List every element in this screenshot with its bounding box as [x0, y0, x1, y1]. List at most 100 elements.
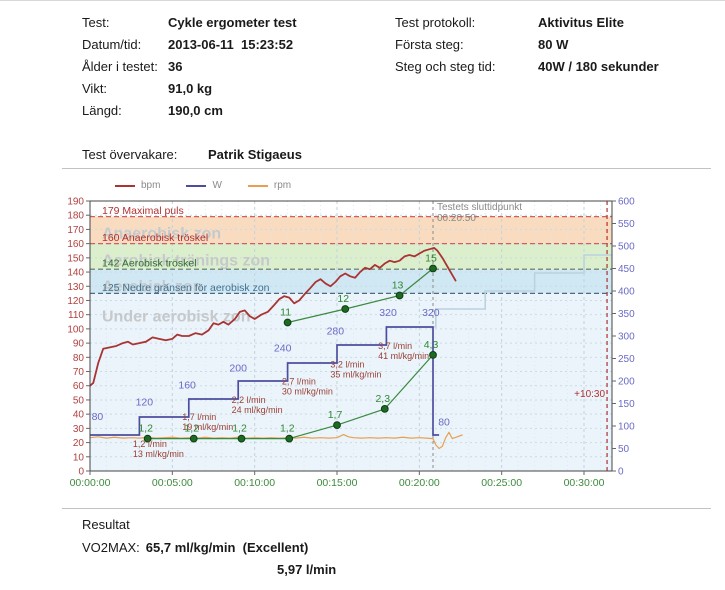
- chart-legend: bpm W rpm: [115, 180, 317, 191]
- svg-text:1,2: 1,2: [138, 423, 153, 435]
- svg-text:20: 20: [73, 438, 85, 449]
- svg-text:170: 170: [67, 225, 84, 236]
- meta-value: 91,0 kg: [168, 81, 213, 96]
- meta-label: Första steg:: [395, 37, 464, 52]
- svg-text:19 ml/kg/min: 19 ml/kg/min: [182, 422, 233, 432]
- meta-row-step-time: Steg och steg tid: 40W / 180 sekunder: [395, 59, 659, 75]
- meta-label: Ålder i testet:: [82, 59, 158, 74]
- vo2max-label: VO2MAX:: [82, 540, 140, 555]
- bpm-line-swatch: [115, 184, 135, 187]
- svg-text:13: 13: [392, 280, 404, 292]
- divider: [62, 508, 711, 509]
- svg-text:0: 0: [78, 467, 84, 478]
- meta-value: Patrik Stigaeus: [208, 147, 302, 162]
- meta-row-age: Ålder i testet: 36: [82, 59, 182, 75]
- svg-text:320: 320: [422, 307, 440, 319]
- svg-text:00:20:00: 00:20:00: [399, 477, 440, 489]
- svg-text:13 ml/kg/min: 13 ml/kg/min: [133, 449, 184, 459]
- vo2max-value: 65,7 ml/kg/min (Excellent): [145, 540, 309, 555]
- svg-text:2,2 l/min: 2,2 l/min: [232, 395, 266, 405]
- meta-value: Cykle ergometer test: [168, 15, 297, 30]
- svg-text:180: 180: [67, 211, 84, 222]
- legend-label: W: [212, 180, 222, 191]
- svg-text:41 ml/kg/min: 41 ml/kg/min: [378, 351, 429, 361]
- svg-text:80: 80: [73, 353, 85, 364]
- svg-text:1,7: 1,7: [328, 409, 343, 421]
- svg-text:1,2: 1,2: [280, 423, 295, 435]
- svg-text:160: 160: [178, 380, 196, 392]
- svg-text:160: 160: [67, 239, 84, 250]
- legend-item-watt: W: [186, 180, 222, 191]
- meta-value: Aktivitus Elite: [538, 15, 624, 30]
- meta-label: Längd:: [82, 103, 122, 118]
- meta-label: Datum/tid:: [82, 37, 142, 52]
- svg-text:140: 140: [67, 268, 84, 279]
- svg-text:120: 120: [67, 296, 84, 307]
- meta-value: 2013-06-11 15:23:52: [168, 37, 294, 52]
- svg-text:142 Aerobisk tröskel: 142 Aerobisk tröskel: [102, 258, 197, 270]
- svg-text:Under aerobisk zon: Under aerobisk zon: [102, 308, 250, 325]
- svg-text:1,7 l/min: 1,7 l/min: [182, 412, 216, 422]
- rpm-line-swatch: [247, 184, 268, 187]
- watt-line-swatch: [186, 184, 207, 187]
- svg-text:80: 80: [438, 417, 450, 429]
- svg-text:12: 12: [337, 293, 349, 305]
- svg-text:11: 11: [280, 307, 291, 319]
- svg-text:24 ml/kg/min: 24 ml/kg/min: [232, 405, 283, 415]
- svg-text:30: 30: [73, 424, 85, 435]
- ergometer-test-chart: Anaerobisk zon Aerobisk tränings zon Aerob…: [67, 197, 635, 490]
- svg-text:250: 250: [618, 354, 635, 365]
- svg-text:150: 150: [67, 253, 84, 264]
- results-title: Resultat: [82, 517, 130, 532]
- svg-text:00:25:00: 00:25:00: [481, 477, 522, 489]
- svg-text:Testets sluttidpunkt: Testets sluttidpunkt: [437, 202, 522, 213]
- meta-row-datetime: Datum/tid: 2013-06-11 15:23:52: [82, 37, 293, 53]
- svg-text:130: 130: [67, 282, 84, 293]
- svg-text:160 Anaerobisk tröskel: 160 Anaerobisk tröskel: [102, 232, 208, 244]
- svg-text:550: 550: [618, 219, 635, 230]
- svg-text:600: 600: [618, 197, 635, 208]
- svg-text:70: 70: [73, 367, 85, 378]
- svg-text:100: 100: [618, 422, 635, 433]
- svg-text:0: 0: [618, 467, 624, 478]
- svg-text:179 Maximal puls: 179 Maximal puls: [102, 205, 184, 217]
- legend-label: bpm: [141, 180, 161, 191]
- legend-item-bpm: bpm: [115, 180, 160, 191]
- vo2max-row: VO2MAX: 65,7 ml/kg/min (Excellent): [82, 540, 308, 556]
- meta-label: Test övervakare:: [82, 147, 178, 162]
- svg-text:190: 190: [67, 197, 84, 208]
- meta-row-supervisor: Test övervakare: Patrik Stigaeus: [82, 147, 302, 163]
- meta-value: 40W / 180 sekunder: [538, 59, 659, 74]
- svg-text:10: 10: [73, 452, 85, 463]
- meta-label: Steg och steg tid:: [395, 59, 496, 74]
- svg-text:280: 280: [327, 326, 345, 338]
- svg-text:300: 300: [618, 332, 635, 343]
- svg-text:1,2: 1,2: [232, 423, 247, 435]
- svg-text:2,7 l/min: 2,7 l/min: [282, 376, 316, 386]
- svg-text:30 ml/kg/min: 30 ml/kg/min: [282, 386, 333, 396]
- svg-text:40: 40: [73, 410, 85, 421]
- svg-text:00:20:50: 00:20:50: [437, 213, 476, 224]
- svg-text:90: 90: [73, 339, 85, 350]
- svg-text:450: 450: [618, 264, 635, 275]
- meta-label: Vikt:: [82, 81, 108, 96]
- svg-text:350: 350: [618, 309, 635, 320]
- meta-value: 36: [168, 59, 183, 74]
- legend-label: rpm: [273, 180, 292, 191]
- svg-text:200: 200: [618, 377, 635, 388]
- meta-value: 80 W: [538, 37, 569, 52]
- svg-text:00:30:00: 00:30:00: [564, 477, 605, 489]
- svg-text:50: 50: [73, 395, 85, 406]
- svg-text:200: 200: [229, 363, 247, 375]
- svg-text:1,2 l/min: 1,2 l/min: [133, 439, 167, 449]
- svg-text:00:10:00: 00:10:00: [234, 477, 275, 489]
- svg-text:+10:30: +10:30: [574, 389, 605, 400]
- meta-label: Test protokoll:: [395, 15, 476, 30]
- svg-text:80: 80: [92, 411, 104, 423]
- divider: [62, 168, 711, 169]
- svg-text:500: 500: [618, 242, 635, 253]
- svg-text:00:05:00: 00:05:00: [152, 477, 193, 489]
- svg-text:50: 50: [618, 444, 630, 455]
- svg-text:3,2 l/min: 3,2 l/min: [330, 359, 364, 369]
